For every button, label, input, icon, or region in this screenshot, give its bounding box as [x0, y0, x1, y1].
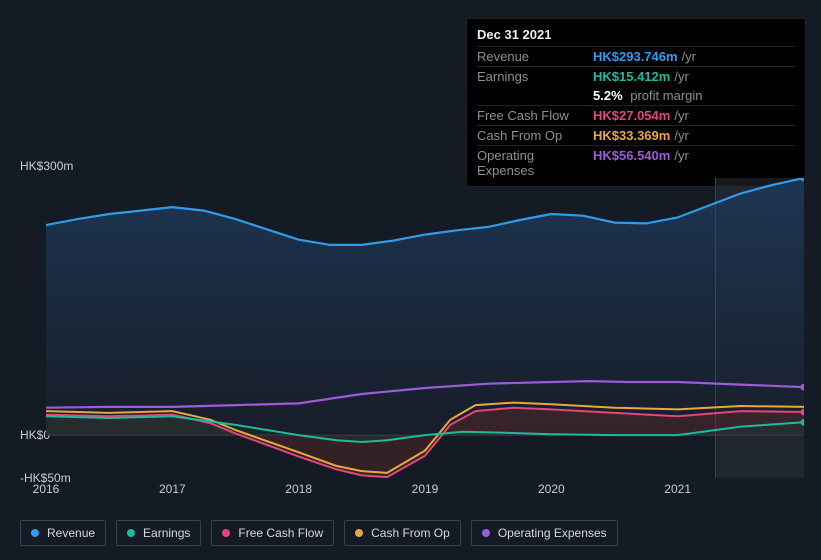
tooltip-row-label: Free Cash Flow [477, 108, 593, 123]
tooltip-row: RevenueHK$293.746m/yr [477, 46, 795, 66]
tooltip-row-label: Cash From Op [477, 128, 593, 143]
x-axis-label: 2016 [33, 482, 60, 496]
financials-chart-widget: Dec 31 2021 RevenueHK$293.746m/yrEarning… [0, 0, 821, 560]
series-area [46, 178, 804, 435]
tooltip-row-suffix: /yr [674, 128, 688, 143]
legend-dot-icon [31, 529, 39, 537]
y-axis-label: HK$300m [20, 159, 73, 173]
x-axis-label: 2020 [538, 482, 565, 496]
x-axis-label: 2021 [664, 482, 691, 496]
tooltip-row-value: HK$33.369m [593, 128, 670, 143]
legend-label: Cash From Op [371, 526, 450, 540]
legend-dot-icon [355, 529, 363, 537]
tooltip-row-suffix: /yr [682, 49, 696, 64]
legend-dot-icon [127, 529, 135, 537]
chart-x-axis: 201620172018201920202021 [46, 482, 804, 500]
legend-item[interactable]: Operating Expenses [471, 520, 618, 546]
chart-plot[interactable] [46, 178, 804, 478]
chart-container: HK$300mHK$0-HK$50m 201620172018201920202… [16, 158, 806, 518]
tooltip-row: Cash From OpHK$33.369m/yr [477, 125, 795, 145]
legend-label: Earnings [143, 526, 190, 540]
tooltip-row-suffix: /yr [674, 69, 688, 84]
tooltip-row-label: Revenue [477, 49, 593, 64]
tooltip-row: Free Cash FlowHK$27.054m/yr [477, 105, 795, 125]
legend-item[interactable]: Revenue [20, 520, 106, 546]
legend-item[interactable]: Earnings [116, 520, 201, 546]
tooltip-profit-margin-pct: 5.2% [593, 88, 623, 103]
tooltip-date: Dec 31 2021 [477, 27, 795, 46]
tooltip-profit-margin-label: profit margin [627, 88, 703, 103]
legend-item[interactable]: Free Cash Flow [211, 520, 334, 546]
legend-item[interactable]: Cash From Op [344, 520, 461, 546]
tooltip-row-value: HK$27.054m [593, 108, 670, 123]
tooltip-row-value: HK$15.412m [593, 69, 670, 84]
tooltip-row-extra: 5.2% profit margin [477, 86, 795, 105]
legend-dot-icon [482, 529, 490, 537]
legend-label: Operating Expenses [498, 526, 607, 540]
tooltip-row-value: HK$293.746m [593, 49, 678, 64]
x-axis-label: 2018 [285, 482, 312, 496]
legend-dot-icon [222, 529, 230, 537]
tooltip-row-label: Earnings [477, 69, 593, 84]
tooltip-row: EarningsHK$15.412m/yr [477, 66, 795, 86]
legend-label: Free Cash Flow [238, 526, 323, 540]
chart-legend: Revenue Earnings Free Cash Flow Cash From O… [20, 520, 618, 546]
tooltip-row-suffix: /yr [674, 108, 688, 123]
legend-label: Revenue [47, 526, 95, 540]
x-axis-label: 2017 [159, 482, 186, 496]
x-axis-label: 2019 [412, 482, 439, 496]
